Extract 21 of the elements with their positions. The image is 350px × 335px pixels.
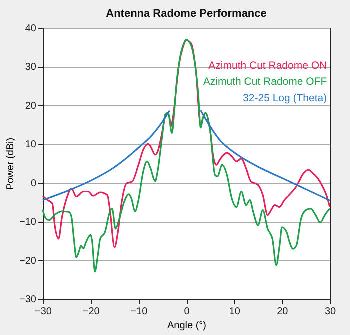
x-tick-label: −10 xyxy=(130,306,148,318)
y-axis-title: Power (dBi) xyxy=(6,138,17,190)
y-tick-label: −30 xyxy=(20,294,37,306)
y-tick-label: 40 xyxy=(25,24,37,34)
y-tick-label: −10 xyxy=(20,217,37,228)
chart-title: Antenna Radome Performance xyxy=(106,8,267,20)
x-axis-title: Angle (°) xyxy=(167,320,207,332)
y-tick-label: 30 xyxy=(25,62,37,74)
x-tick-label: 30 xyxy=(324,306,336,318)
x-tick-label: −20 xyxy=(82,306,100,318)
x-tick-label: 10 xyxy=(229,306,241,318)
series-label: Azimuth Cut Radome OFF xyxy=(203,76,328,88)
y-tick-label: 10 xyxy=(25,140,37,151)
text: 32-25 Log (Theta) xyxy=(243,92,328,104)
y-tick-label: −20 xyxy=(20,256,37,267)
x-tick-label: −30 xyxy=(35,306,52,318)
x-tick-label: 0 xyxy=(184,306,190,318)
y-tick-label: 20 xyxy=(25,100,37,112)
x-tick-label: 20 xyxy=(277,306,289,318)
series-label: Azimuth Cut Radome ON xyxy=(208,60,328,72)
y-tick-label: 0 xyxy=(30,178,37,190)
